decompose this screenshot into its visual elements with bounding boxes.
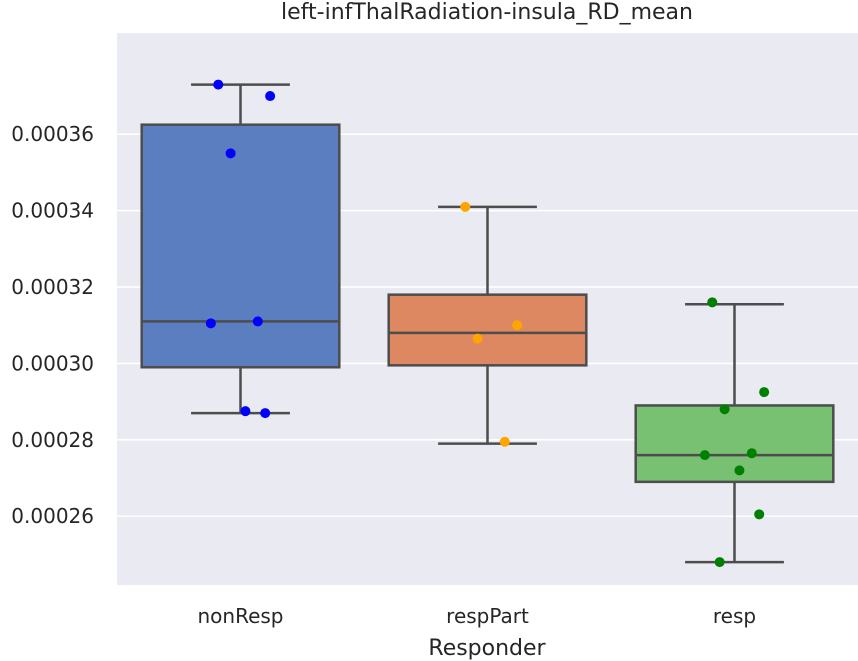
chart-title: left-infThalRadiation-insula_RD_mean [281,0,693,25]
box-resp [634,302,835,564]
data-point [265,91,276,102]
data-point [460,201,471,212]
y-tick-label: 0.00028 [11,428,94,452]
data-point [225,148,236,159]
data-point [707,297,718,308]
y-tick-label: 0.00026 [11,504,94,528]
data-point [252,316,263,327]
x-tick-label: nonResp [197,604,283,628]
data-point [759,387,770,398]
data-point [714,557,725,568]
box-iqr [140,123,341,369]
box-iqr [634,404,835,484]
x-tick-label: respPart [446,604,529,628]
data-point [699,450,710,461]
data-point [746,448,757,459]
data-point [754,509,765,520]
data-point [512,320,523,331]
data-points [205,79,770,568]
data-point [734,465,745,476]
data-point [205,318,216,329]
data-point [472,333,483,344]
y-axis-ticks: 0.00026 0.00028 0.00030 0.00032 0.00034 0.000… [11,122,94,528]
data-point [240,406,251,417]
x-tick-label: resp [713,604,756,628]
boxes [140,83,835,564]
y-tick-label: 0.00034 [11,199,94,223]
x-axis-ticks: nonResp respPart resp [197,604,756,628]
box-iqr [387,293,588,367]
y-tick-label: 0.00032 [11,275,94,299]
y-tick-label: 0.00030 [11,351,94,375]
data-point [260,408,271,419]
x-axis-label: Responder [428,636,546,661]
data-point [719,404,730,415]
data-point [499,436,510,447]
box-respPart [387,205,588,445]
y-tick-label: 0.00036 [11,122,94,146]
data-point [213,79,224,90]
box-nonResp [140,83,341,415]
